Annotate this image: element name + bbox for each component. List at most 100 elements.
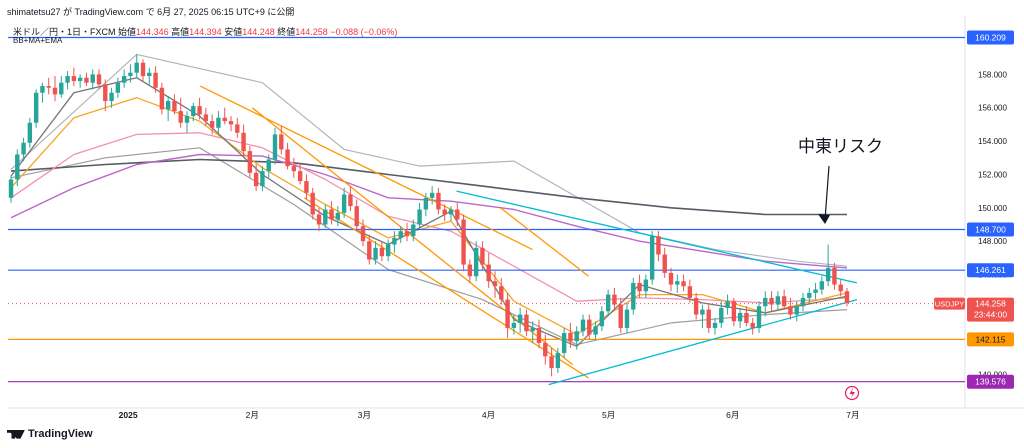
long-ma-line <box>10 158 847 216</box>
price-tick-label: 154.000 <box>978 137 1007 146</box>
candle-body <box>599 311 605 327</box>
candle-body <box>813 289 818 293</box>
candle-body <box>140 62 146 77</box>
candle-body <box>517 314 523 323</box>
mid-ma-line <box>10 153 848 269</box>
candle-body <box>153 72 158 88</box>
indicator-lines <box>10 53 848 347</box>
time-tick-label: 5月 <box>602 410 615 420</box>
candle-body <box>631 282 636 310</box>
close-label: 終値 <box>277 27 296 37</box>
candle-body <box>649 236 655 280</box>
price-axis[interactable]: 158.000 156.000 154.000 152.000 150.000 148.0… <box>934 30 1014 389</box>
candle-body <box>807 292 812 298</box>
events-icon[interactable] <box>844 385 860 401</box>
candle-body <box>15 154 20 180</box>
low-label: 安値 <box>224 27 243 37</box>
candle-body <box>423 197 429 210</box>
level-price-label: 148.700 <box>975 225 1006 235</box>
candle-body <box>731 301 737 322</box>
candle-body <box>844 291 850 303</box>
high-label: 高値 <box>171 27 190 37</box>
candle-body <box>354 206 359 227</box>
candle-body <box>316 214 322 225</box>
candle-body <box>543 342 548 357</box>
candle-body <box>77 77 83 82</box>
annotation: 中東リスク <box>798 137 883 224</box>
candle-body <box>536 327 542 343</box>
candle-body <box>612 294 617 305</box>
candle-body <box>247 151 253 173</box>
candle-body <box>109 92 114 102</box>
time-tick-label: 2月 <box>246 410 259 420</box>
candle-body <box>310 192 315 215</box>
candle-body <box>253 172 259 187</box>
candle-body <box>744 312 749 323</box>
close-value: 144.258 <box>295 27 328 37</box>
candle-body <box>687 286 693 298</box>
candle-body <box>341 194 347 213</box>
candle-body <box>417 209 422 225</box>
candle-body <box>209 121 215 128</box>
candle-body <box>203 114 209 122</box>
candle-body <box>832 267 837 285</box>
price-tick-label: 148.000 <box>978 237 1007 246</box>
candle-body <box>52 87 58 95</box>
candle-body <box>838 284 843 292</box>
open-label: 始値 <box>118 27 137 37</box>
symbol-ohlc-line: 米ドル／円・1日・FXCM 始値144.346 高値144.394 安値144.… <box>13 25 397 38</box>
symbol-label[interactable]: 米ドル／円・1日・FXCM <box>13 27 116 37</box>
candle-body <box>819 281 825 290</box>
candle-body <box>360 226 366 242</box>
tradingview-icon <box>7 429 25 439</box>
candle-body <box>725 301 730 308</box>
annotation-text: 中東リスク <box>798 137 883 156</box>
candle-body <box>297 171 303 182</box>
candle-body <box>662 254 667 273</box>
candle-body <box>825 267 831 282</box>
candle-body <box>436 192 441 210</box>
annotation-arrow <box>824 165 830 221</box>
time-tick-label: 3月 <box>358 410 371 420</box>
time-axis[interactable]: 2025 2月 3月 4月 5月 6月 7月 <box>119 410 860 420</box>
candle-body <box>279 134 284 150</box>
candle-body <box>574 331 579 342</box>
candle-body <box>21 142 26 155</box>
candle-body <box>172 101 177 112</box>
candle-body <box>404 231 410 237</box>
candle-body <box>593 326 598 335</box>
publish-attribution: shimatetsu27 が TradingView.com で 6月 27, … <box>7 7 295 17</box>
candle-body <box>756 306 762 328</box>
candle-body <box>605 294 611 312</box>
candle-body <box>216 117 221 128</box>
level-price-tag <box>967 263 1014 278</box>
time-tick-label: 2025 <box>119 410 138 420</box>
horizontal-levels[interactable] <box>8 36 965 383</box>
candle-body <box>530 327 535 332</box>
candle-body <box>499 286 504 300</box>
indicator-legend[interactable]: BB+MA+EMA <box>13 36 63 45</box>
annotation-arrowhead <box>818 214 830 224</box>
candle-body <box>719 307 724 323</box>
tradingview-logo: TradingView <box>7 428 93 440</box>
candle-body <box>511 322 517 328</box>
level-price-label: 142.115 <box>975 334 1005 344</box>
candle-body <box>429 192 435 198</box>
bollinger-upper-line <box>10 53 848 267</box>
candle-body <box>103 84 108 102</box>
level-price-label: 139.576 <box>975 377 1006 387</box>
candle-body <box>385 244 391 257</box>
candle-body <box>492 281 498 287</box>
change-value: −0.088 (−0.06%) <box>330 27 398 37</box>
price-tick-label: 158.000 <box>978 70 1007 79</box>
level-price-tag <box>967 374 1014 389</box>
candle-body <box>178 111 183 123</box>
symbol-tag <box>934 297 965 310</box>
candle-body <box>467 264 473 277</box>
candle-body <box>794 306 799 315</box>
candle-body <box>587 319 592 335</box>
high-value: 144.394 <box>189 27 222 37</box>
candle-body <box>392 237 397 245</box>
candle-body <box>561 332 567 353</box>
